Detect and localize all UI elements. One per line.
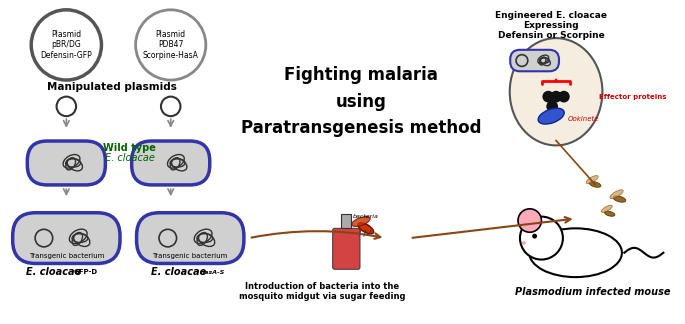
Ellipse shape xyxy=(586,176,598,184)
Text: Effector proteins: Effector proteins xyxy=(599,94,667,100)
FancyBboxPatch shape xyxy=(333,228,360,269)
Text: Wild type: Wild type xyxy=(103,143,156,153)
Circle shape xyxy=(161,97,180,116)
Circle shape xyxy=(558,91,570,102)
Text: Plasmid
pBR/DG
Defensin-GFP: Plasmid pBR/DG Defensin-GFP xyxy=(40,30,92,60)
Text: Transgenic bacterium: Transgenic bacterium xyxy=(29,253,104,259)
Ellipse shape xyxy=(510,38,602,145)
Ellipse shape xyxy=(605,211,615,216)
Text: GFP-D: GFP-D xyxy=(74,269,98,275)
Circle shape xyxy=(57,97,76,116)
FancyBboxPatch shape xyxy=(132,141,210,185)
Circle shape xyxy=(32,10,101,80)
Circle shape xyxy=(522,241,526,245)
Ellipse shape xyxy=(613,196,625,202)
Circle shape xyxy=(136,10,206,80)
Ellipse shape xyxy=(610,190,623,199)
Text: E. cloacae: E. cloacae xyxy=(151,267,206,277)
FancyBboxPatch shape xyxy=(13,213,120,263)
Ellipse shape xyxy=(358,223,374,234)
Circle shape xyxy=(520,217,563,260)
Text: Transgenic bacterium: Transgenic bacterium xyxy=(153,253,228,259)
Text: E. cloacae: E. cloacae xyxy=(26,267,82,277)
FancyBboxPatch shape xyxy=(341,214,351,228)
Circle shape xyxy=(543,91,554,102)
Circle shape xyxy=(518,209,541,232)
Circle shape xyxy=(547,100,558,112)
Ellipse shape xyxy=(589,182,601,187)
Circle shape xyxy=(532,234,537,238)
Text: Plasmid
PDB47
Scorpine-HasA: Plasmid PDB47 Scorpine-HasA xyxy=(142,30,199,60)
Ellipse shape xyxy=(538,108,564,124)
Text: Fighting malaria
using
Paratransgenesis method: Fighting malaria using Paratransgenesis … xyxy=(240,66,481,137)
Text: HasA-S: HasA-S xyxy=(200,270,225,275)
Circle shape xyxy=(550,91,562,102)
Text: bacteria: bacteria xyxy=(353,214,379,219)
Text: Plasmodium infected mouse: Plasmodium infected mouse xyxy=(515,287,671,297)
Text: Manipulated plasmids: Manipulated plasmids xyxy=(47,82,177,92)
Ellipse shape xyxy=(351,216,370,226)
Text: Introduction of bacteria into the
mosquito midgut via sugar feeding: Introduction of bacteria into the mosqui… xyxy=(238,282,406,301)
Text: Engineered E. cloacae
Expressing
Defensin or Scorpine: Engineered E. cloacae Expressing Defensi… xyxy=(495,10,607,40)
Text: Ookinete: Ookinete xyxy=(568,116,599,122)
Ellipse shape xyxy=(601,205,612,213)
Text: E. cloacae: E. cloacae xyxy=(105,153,155,163)
Ellipse shape xyxy=(530,228,622,277)
FancyBboxPatch shape xyxy=(510,50,559,71)
FancyBboxPatch shape xyxy=(136,213,244,263)
FancyBboxPatch shape xyxy=(27,141,105,185)
